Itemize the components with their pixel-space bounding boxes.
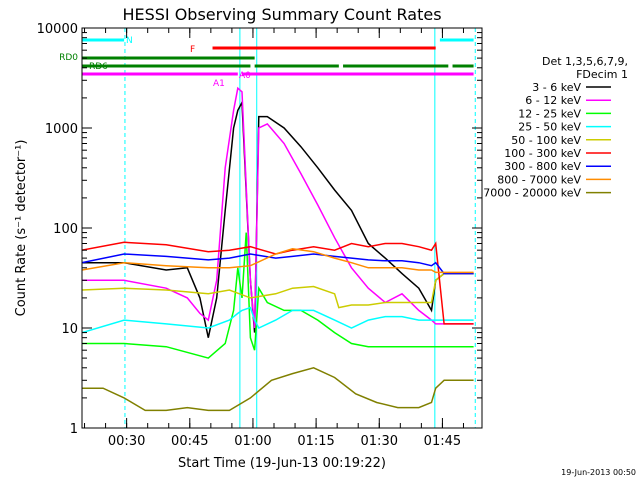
series-line-1 — [82, 99, 474, 338]
legend-entry-label: 12 - 25 keV — [518, 107, 581, 120]
series-line-2 — [82, 86, 474, 329]
legend-entry-label: 800 - 7000 keV — [497, 173, 581, 186]
flag-label-n: N — [126, 36, 133, 46]
plot-content: N F RD0 RD6 A1 A0 — [59, 28, 476, 428]
series-line-7 — [82, 253, 474, 275]
legend-entry-label: 3 - 6 keV — [532, 81, 581, 94]
flag-label-a0: A0 — [239, 71, 251, 81]
series-line-8 — [82, 248, 474, 274]
legend-entry-label: 100 - 300 keV — [504, 147, 581, 160]
legend-entry-label: 6 - 12 keV — [525, 94, 581, 107]
flag-label-rd6: RD6 — [89, 62, 108, 72]
legend-entry-label: 7000 - 20000 keV — [483, 187, 581, 200]
y-tick-label: 100 — [53, 222, 78, 237]
axes-layer: 1 10 100 1000 10000 00:30 00:45 01:00 01:15 01:30… — [37, 22, 482, 449]
y-tick-label: 10000 — [37, 22, 78, 37]
x-tick-label: 00:30 — [108, 434, 145, 449]
x-axis-label: Start Time (19-Jun-13 00:19:22) — [178, 456, 386, 471]
flag-label-a1: A1 — [213, 79, 225, 89]
y-tick-label: 10 — [61, 322, 78, 337]
x-tick-label: 01:00 — [234, 434, 271, 449]
legend-header-line-1: Det 1,3,5,6,7,9, — [542, 55, 628, 68]
y-tick-label: 1 — [70, 422, 78, 437]
x-tick-label: 01:45 — [424, 434, 461, 449]
flag-label-rd0: RD0 — [59, 53, 78, 63]
x-tick-label: 01:30 — [361, 434, 398, 449]
series-line-6 — [82, 241, 474, 325]
legend-entry-label: 25 - 50 keV — [518, 121, 581, 134]
legend-entry-label: 300 - 800 keV — [504, 160, 581, 173]
x-tick-label: 01:15 — [297, 434, 334, 449]
series-line-4 — [82, 306, 474, 334]
series-line-5 — [82, 272, 474, 309]
series-line-3 — [82, 232, 474, 359]
x-tick-label: 00:45 — [171, 434, 208, 449]
plot-area — [82, 28, 476, 428]
y-axis-label: Count Rate (s⁻¹ detector⁻¹) — [14, 140, 29, 317]
chart-title: HESSI Observing Summary Count Rates — [122, 5, 441, 24]
footer-timestamp: 19-Jun-2013 00:50 — [561, 468, 636, 477]
legend-header-line-2: FDecim 1 — [576, 68, 628, 81]
flag-label-f: F — [190, 45, 195, 55]
legend-entry-label: 50 - 100 keV — [511, 134, 581, 147]
plot-frame — [81, 27, 483, 429]
y-tick-label: 1000 — [45, 122, 78, 137]
series-line-9 — [82, 367, 474, 412]
